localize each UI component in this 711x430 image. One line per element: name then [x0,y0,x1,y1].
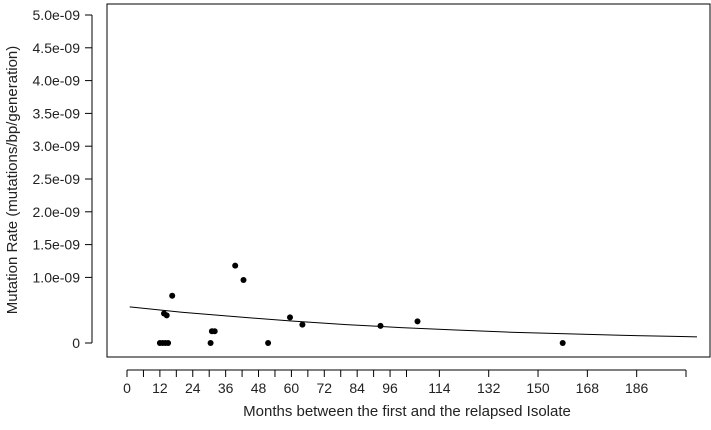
x-axis-title: Months between the first and the relapse… [243,403,571,420]
data-point [207,340,214,346]
x-tick-label: 24 [185,380,201,396]
x-tick-label: 12 [152,380,168,396]
data-point [232,262,239,269]
data-point [377,322,384,329]
y-axis-title: Mutation Rate (mutations/bp/generation) [4,46,21,314]
y-tick-label: 1.5e-09 [33,237,81,253]
x-tick-label: 84 [349,380,365,396]
trend-line [129,306,698,338]
x-tick-label: 72 [317,380,333,396]
x-tick-label: 114 [428,380,451,396]
x-tick-label: 150 [526,380,550,396]
x-tick-label: 36 [218,380,234,396]
data-point [414,318,421,325]
plot-frame [106,3,711,358]
x-tick-label: 132 [477,380,501,396]
data-point [165,340,172,346]
y-tick-label: 2.0e-09 [33,204,81,220]
y-tick-label: 2.5e-09 [33,171,81,187]
x-tick-label: 168 [576,380,600,396]
y-tick-label: 4.0e-09 [33,73,81,89]
y-tick-label: 0 [72,335,80,351]
x-tick-label: 48 [251,380,267,396]
y-tick-label: 4.5e-09 [33,40,81,56]
x-tick-label: 60 [284,380,300,396]
y-tick-label: 1.0e-09 [33,269,81,285]
data-point [169,292,176,299]
x-tick-label: 186 [625,380,649,396]
x-tick-label: 0 [123,380,131,396]
data-point [163,312,170,319]
data-points [156,262,566,346]
y-tick-label: 3.0e-09 [33,138,81,154]
data-point [265,340,272,346]
data-point [211,328,218,335]
y-axis-ticks: 0 1.0e-09 1.5e-09 2.0e-09 2.5e-09 3.0e-09 3.5e… [33,7,92,351]
y-tick-label: 5.0e-09 [33,7,81,23]
data-point [240,277,247,283]
x-tick-label: 96 [382,380,398,396]
y-tick-label: 3.5e-09 [33,105,81,121]
x-axis-ticks: 0 12 24 36 48 60 72 84 96 114 132 150 168 186 [123,370,687,396]
data-point [299,321,306,328]
data-point [559,340,566,346]
data-point [287,314,293,321]
